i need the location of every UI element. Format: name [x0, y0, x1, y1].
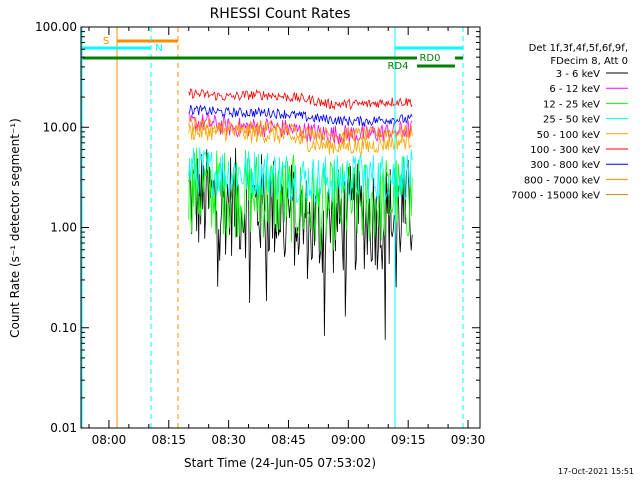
footer-timestamp: 17-Oct-2021 15:51 — [558, 467, 634, 476]
chart-title: RHESSI Count Rates — [210, 6, 351, 22]
marker-label-rd4: RD4 — [387, 61, 408, 72]
y-tick-label-2: 1.00 — [50, 221, 77, 235]
y-tick-label-0: 0.01 — [50, 421, 77, 435]
legend-label-4: 50 - 100 keV — [537, 130, 601, 141]
series-line-3 — [188, 147, 413, 204]
series-line-4 — [188, 122, 413, 157]
legend-label-3: 25 - 50 keV — [543, 115, 600, 126]
series-line-0 — [188, 148, 413, 340]
y-axis-label: Count Rate (s⁻¹ detector segment⁻¹) — [8, 118, 22, 338]
marker-label-s: S — [103, 36, 109, 47]
legend: Det 1f,3f,4f,5f,6f,9f, FDecim 8, Att 0 3 -… — [511, 43, 628, 202]
y-tick-label-1: 0.10 — [50, 321, 77, 335]
series-line-2 — [188, 147, 413, 252]
legend-label-6: 300 - 800 keV — [530, 160, 600, 171]
legend-label-2: 12 - 25 keV — [543, 99, 600, 110]
series-layer — [188, 88, 413, 340]
y-tick-label-4: 100.00 — [35, 20, 77, 34]
series-line-5 — [188, 88, 413, 111]
x-tick-label-3: 08:45 — [271, 433, 306, 447]
y-tick-label-3: 10.00 — [43, 120, 77, 134]
legend-label-8: 7000 - 15000 keV — [511, 191, 600, 202]
x-tick-label-0: 08:00 — [92, 433, 127, 447]
legend-header-0: Det 1f,3f,4f,5f,6f,9f, — [529, 43, 628, 54]
x-tick-label-2: 08:30 — [211, 433, 246, 447]
legend-header-1: FDecim 8, Att 0 — [550, 56, 628, 67]
x-tick-label-1: 08:15 — [151, 433, 186, 447]
x-tick-label-5: 09:15 — [391, 433, 426, 447]
legend-label-0: 3 - 6 keV — [556, 69, 600, 80]
x-tick-label-6: 09:30 — [451, 433, 486, 447]
axis-ticks: 08:00 08:15 08:30 08:45 09:00 09:15 09:30 0.01 0… — [35, 20, 485, 447]
legend-label-5: 100 - 300 keV — [530, 145, 600, 156]
legend-label-1: 6 - 12 keV — [549, 84, 600, 95]
marker-label-n: N — [155, 43, 162, 54]
x-axis-label: Start Time (24-Jun-05 07:53:02) — [184, 456, 376, 470]
legend-label-7: 800 - 7000 keV — [524, 175, 600, 186]
marker-label-rd0: RD0 — [419, 53, 440, 64]
x-tick-label-4: 09:00 — [331, 433, 366, 447]
series-line-7 — [188, 116, 413, 143]
series-line-6 — [188, 104, 413, 128]
marker-layer: S N RD0 RD4 — [81, 27, 464, 428]
